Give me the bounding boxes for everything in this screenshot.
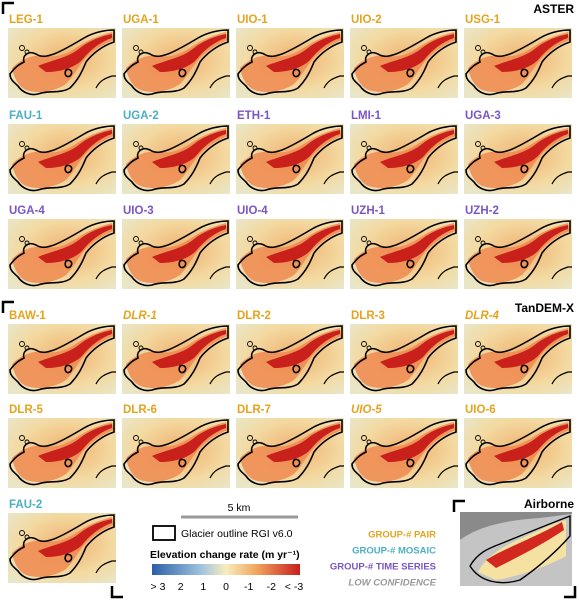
panel-map xyxy=(8,418,116,488)
panel-label: UGA-2 xyxy=(123,110,159,122)
panel-map xyxy=(464,28,572,98)
panel-map xyxy=(8,219,116,289)
group-legend-label: GROUP-# TIME SERIES xyxy=(330,562,436,573)
colorbar xyxy=(152,564,300,575)
panel-map xyxy=(350,28,458,98)
panel-label: DLR-1 xyxy=(123,310,157,322)
panel-map xyxy=(236,124,344,194)
panel-label: DLR-3 xyxy=(351,310,385,322)
section-title: TanDEM-X xyxy=(515,301,574,315)
panel-label: UIO-5 xyxy=(351,404,382,416)
panel-map xyxy=(464,418,572,488)
panel-map xyxy=(236,418,344,488)
panel-label: FAU-2 xyxy=(9,499,42,511)
panel-map xyxy=(122,418,230,488)
group-legend-label: GROUP-# MOSAIC xyxy=(352,546,436,557)
panel-map xyxy=(8,513,116,583)
panel-map xyxy=(122,28,230,98)
panel-label: UIO-4 xyxy=(237,205,268,217)
panel-map xyxy=(122,219,230,289)
panel-map xyxy=(350,219,458,289)
corner-bracket xyxy=(1,300,14,313)
panel-label: UIO-1 xyxy=(237,14,268,26)
colorbar-label: > 3 xyxy=(151,581,166,593)
corner-bracket xyxy=(1,1,14,14)
colorbar-label: 0 xyxy=(223,581,229,593)
panel-map xyxy=(236,219,344,289)
panel-map xyxy=(464,124,572,194)
panel-map xyxy=(464,219,572,289)
panel-label: DLR-2 xyxy=(237,310,271,322)
scale-bar-label: 5 km xyxy=(228,502,251,514)
outline-label: Glacier outline RGI v6.0 xyxy=(181,528,293,540)
panel-label: LMI-1 xyxy=(351,110,382,122)
panel-label: UIO-6 xyxy=(465,404,496,416)
panel-map xyxy=(236,28,344,98)
panel-label: UIO-3 xyxy=(123,205,154,217)
group-legend-label: GROUP-# PAIR xyxy=(368,530,436,541)
panel-map xyxy=(8,28,116,98)
panel-map xyxy=(464,324,572,394)
panel-map xyxy=(350,418,458,488)
group-legend-label: LOW CONFIDENCE xyxy=(348,578,436,589)
corner-bracket xyxy=(110,586,123,599)
colorbar-label: 2 xyxy=(178,581,184,593)
panel-label: DLR-4 xyxy=(465,310,499,322)
panel-label: UZH-1 xyxy=(351,205,385,217)
panel-label: DLR-6 xyxy=(123,404,157,416)
colorbar-label: < -3 xyxy=(285,581,304,593)
colorbar-label: -2 xyxy=(267,581,276,593)
panel-label: UGA-3 xyxy=(465,110,501,122)
section-title: ASTER xyxy=(533,2,574,16)
panel-map xyxy=(350,124,458,194)
panel-map xyxy=(122,324,230,394)
panel-label: UIO-2 xyxy=(351,14,382,26)
panel-label: UGA-1 xyxy=(123,14,159,26)
airborne-map xyxy=(460,512,572,586)
panel-label: ETH-1 xyxy=(237,110,271,122)
panel-label: BAW-1 xyxy=(9,310,46,322)
panel-label: USG-1 xyxy=(465,14,501,26)
panel-map xyxy=(236,324,344,394)
panel-map xyxy=(8,324,116,394)
panel-map xyxy=(122,124,230,194)
corner-bracket xyxy=(564,586,577,599)
section-title: Airborne xyxy=(524,497,574,511)
panel-label: LEG-1 xyxy=(9,14,43,26)
colorbar-title: Elevation change rate (m yr⁻¹) xyxy=(150,549,300,561)
panel-label: DLR-5 xyxy=(9,404,43,416)
colorbar-label: -1 xyxy=(244,581,253,593)
panel-label: FAU-1 xyxy=(9,110,43,122)
corner-bracket xyxy=(452,499,465,512)
panel-map xyxy=(8,124,116,194)
panel-label: UZH-2 xyxy=(465,205,499,217)
panel-label: UGA-4 xyxy=(9,205,45,217)
outline-swatch xyxy=(152,525,176,541)
panel-label: DLR-7 xyxy=(237,404,271,416)
colorbar-label: 1 xyxy=(200,581,206,593)
panel-map xyxy=(350,324,458,394)
